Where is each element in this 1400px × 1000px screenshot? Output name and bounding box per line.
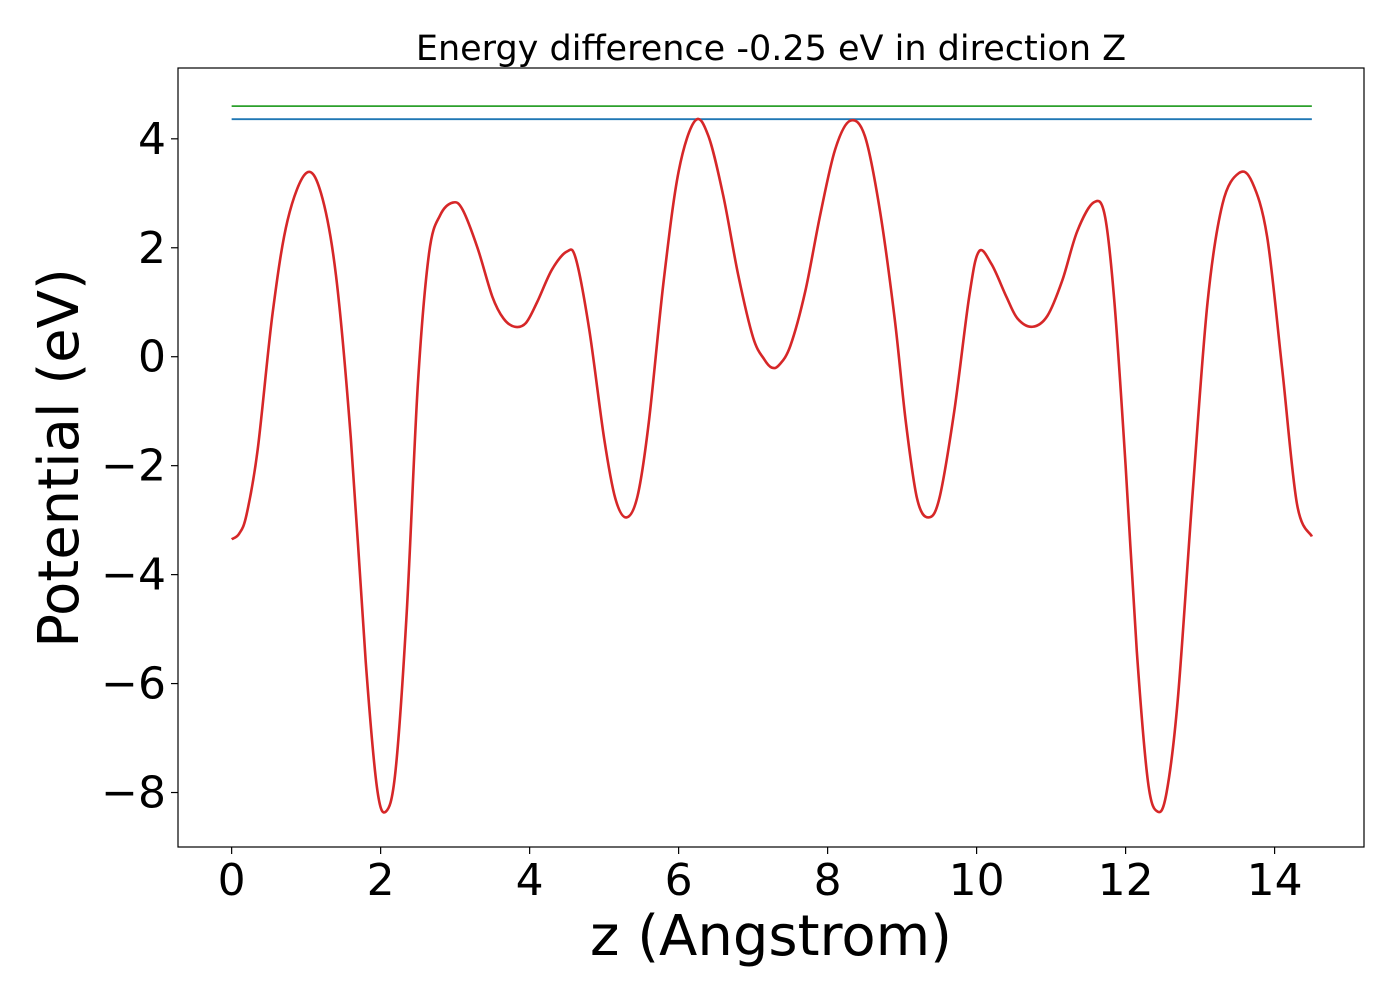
x-tick-label: 12 <box>1098 855 1154 906</box>
x-tick-label: 10 <box>949 855 1005 906</box>
y-axis-ticks: −8 −6 −4 −2 0 2 4 <box>101 114 178 819</box>
y-tick-label: 0 <box>138 332 166 383</box>
y-tick-label: −8 <box>101 768 166 819</box>
x-tick-label: 0 <box>218 855 246 906</box>
y-tick-label: −6 <box>101 659 166 710</box>
series-layer <box>230 105 1314 814</box>
series-line-3 <box>230 117 1314 814</box>
x-tick-label: 14 <box>1247 855 1303 906</box>
y-tick-label: 4 <box>138 114 166 165</box>
chart-title: Energy difference -0.25 eV in direction … <box>416 29 1126 69</box>
y-axis-label: Potential (eV) <box>27 268 92 648</box>
x-tick-label: 2 <box>367 855 395 906</box>
plot-frame <box>177 67 1365 848</box>
x-tick-label: 8 <box>814 855 842 906</box>
y-tick-label: −4 <box>101 550 166 601</box>
y-tick-label: −2 <box>101 441 166 492</box>
x-tick-label: 6 <box>665 855 693 906</box>
x-axis-label: z (Angstrom) <box>590 904 952 969</box>
x-axis-ticks: 0 2 4 6 8 10 12 14 <box>218 847 1303 906</box>
x-tick-label: 4 <box>516 855 544 906</box>
y-tick-label: 2 <box>138 223 166 274</box>
